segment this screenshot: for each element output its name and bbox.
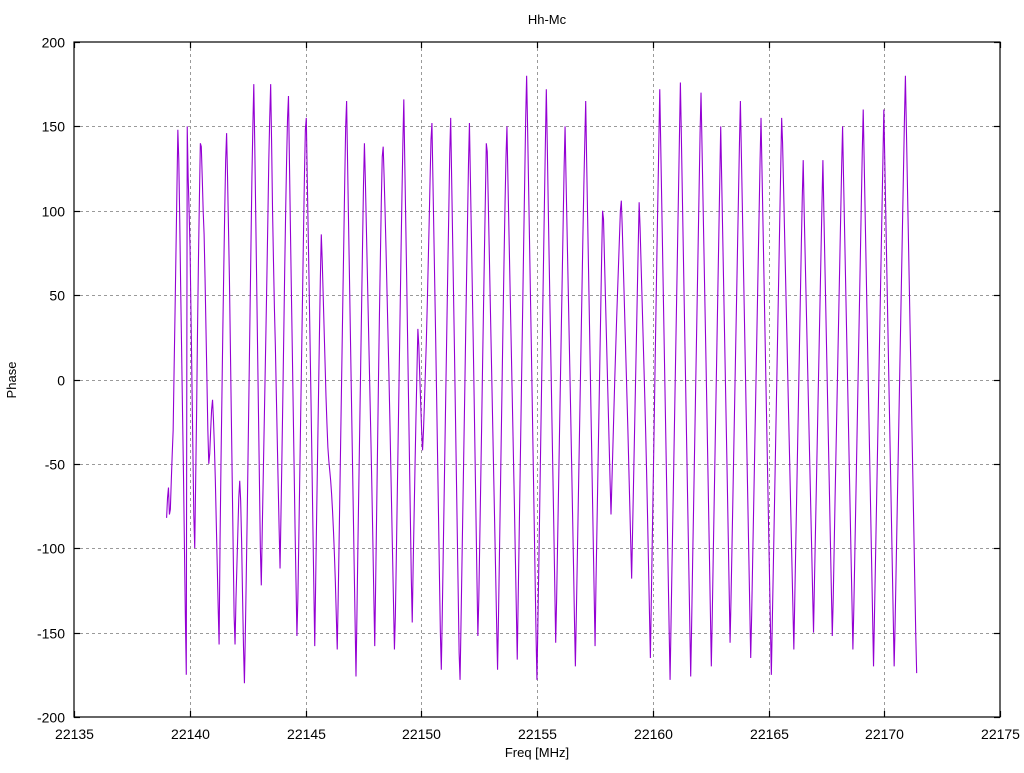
data-series-layer: [166, 75, 918, 684]
x-tick-label: 22170: [865, 726, 904, 742]
y-tick-label: 100: [42, 204, 66, 220]
y-tick-label: -150: [37, 626, 65, 642]
axis-tick-labels: -200 -150 -100 -50 0 50 100 150 200 22135 22140 221…: [37, 35, 1020, 743]
x-tick-label: 22145: [287, 726, 326, 742]
data-series-line: [166, 75, 918, 684]
x-tick-label: 22155: [518, 726, 557, 742]
x-tick-label: 22160: [634, 726, 673, 742]
grid-lines: [74, 42, 1000, 717]
y-axis-label: Phase: [4, 362, 19, 399]
y-tick-label: 200: [42, 35, 66, 51]
y-tick-label: -200: [37, 710, 65, 726]
y-tick-label: 0: [57, 373, 65, 389]
x-tick-label: 22140: [171, 726, 210, 742]
plot-border: [73, 41, 1001, 718]
y-tick-label: -100: [37, 541, 65, 557]
y-tick-label: -50: [45, 457, 65, 473]
x-tick-label: 22135: [55, 726, 94, 742]
x-tick-label: 22165: [750, 726, 789, 742]
chart-title: Hh-Mc: [528, 12, 567, 27]
y-tick-label: 50: [49, 288, 65, 304]
y-tick-label: 150: [42, 119, 66, 135]
x-tick-label: 22150: [402, 726, 441, 742]
x-tick-label: 22175: [981, 726, 1020, 742]
x-axis-label: Freq [MHz]: [505, 745, 569, 760]
